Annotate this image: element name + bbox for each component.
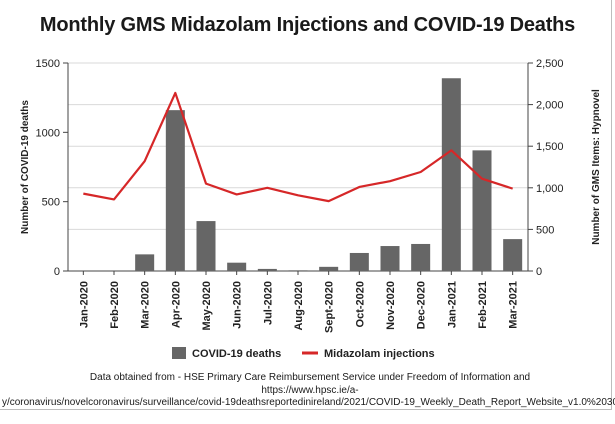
x-tick-label: Jan-2021 — [446, 281, 458, 328]
bar — [349, 252, 369, 271]
left-tick-label: 0 — [54, 266, 60, 278]
x-tick-label: Feb-2020 — [109, 281, 121, 329]
x-tick-label: Mar-2020 — [140, 281, 152, 329]
x-tick-label: Oct-2020 — [354, 281, 366, 327]
bar — [380, 246, 400, 271]
right-tick-label: 2,000 — [536, 100, 564, 112]
bar — [288, 270, 308, 271]
bar — [165, 110, 185, 271]
source-line-1: Data obtained from - HSE Primary Care Re… — [89, 372, 531, 383]
right-tick-label: 0 — [536, 266, 542, 278]
bar — [441, 78, 461, 272]
x-tick-label: Mar-2021 — [508, 281, 520, 329]
chart-title: Monthly GMS Midazolam Injections and COV… — [39, 14, 576, 36]
x-tick-label: Dec-2020 — [416, 281, 428, 329]
bar — [196, 221, 216, 271]
x-tick-label: Jul-2020 — [262, 281, 274, 325]
right-tick-label: 2,500 — [536, 58, 564, 70]
chart-frame — [0, 0, 612, 410]
right-axis-title: Number of GMS Items: Hypnovel — [591, 89, 602, 245]
left-tick-label: 1000 — [36, 127, 60, 139]
x-tick-label: Aug-2020 — [293, 281, 305, 331]
source-note: Data obtained from - HSE Primary Care Re… — [0, 372, 615, 410]
bar — [411, 243, 431, 271]
x-tick-label: Jun-2020 — [232, 281, 244, 329]
left-tick-label: 500 — [42, 197, 60, 209]
bar — [135, 254, 155, 271]
x-tick-label: May-2020 — [201, 281, 213, 331]
x-tick-label: Sept-2020 — [324, 281, 336, 333]
legend-label-line: Midazolam injections — [324, 348, 435, 360]
bar — [257, 268, 277, 271]
bar — [319, 266, 339, 271]
bar — [472, 150, 492, 271]
x-tick-label: Apr-2020 — [170, 281, 182, 328]
bar — [227, 262, 247, 271]
right-tick-label: 500 — [536, 224, 554, 236]
bar — [503, 239, 523, 271]
right-tick-label: 1,500 — [536, 141, 564, 153]
left-tick-label: 1500 — [36, 58, 60, 70]
source-line-3: y/coronavirus/novelcoronavirus/surveilla… — [1, 397, 615, 408]
x-tick-label: Nov-2020 — [385, 281, 397, 330]
left-axis-title: Number of COVID-19 deaths — [20, 100, 31, 234]
legend-swatch-bars — [172, 347, 186, 359]
legend-label-bars: COVID-19 deaths — [192, 348, 281, 360]
source-line-2: https://www.hpsc.ie/a- — [261, 384, 359, 396]
x-tick-label: Jan-2020 — [78, 281, 90, 328]
x-tick-label: Feb-2021 — [477, 281, 489, 329]
right-tick-label: 1,000 — [536, 183, 564, 195]
